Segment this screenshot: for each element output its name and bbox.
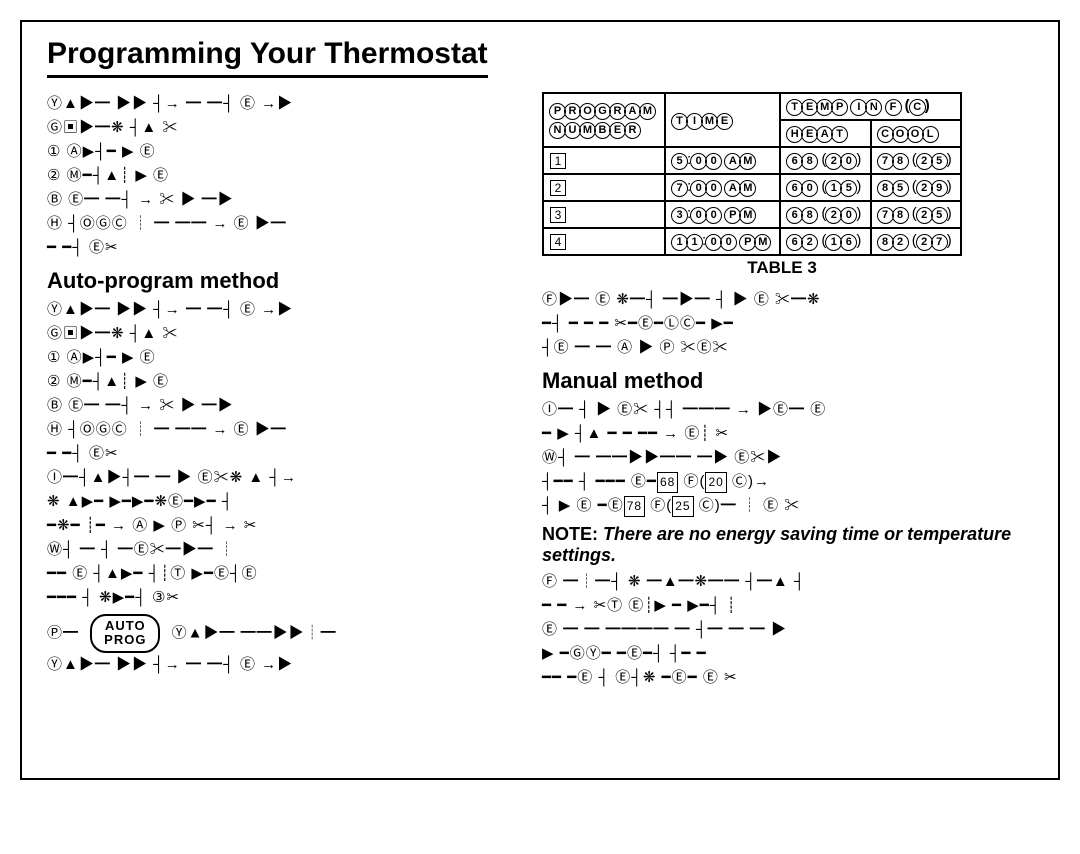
page-title: Programming Your Thermostat — [47, 37, 488, 78]
cell-cool: 78 (25) — [871, 201, 961, 228]
cell-num: 4 — [543, 228, 665, 255]
program-table: PROGRAM NUMBER TIME TEMP IN F (C) HEAT C… — [542, 92, 962, 256]
intro-text-block: Ⓨ▲▶━ ▶▶ ┤→ ━ ━┤ Ⓔ →▶Ⓖ▣▶━❋ ┤▲ ✂① Ⓐ▶┤━ ▶ Ⓔ… — [47, 92, 527, 260]
manual-body-post-note: Ⓕ ━┊━┤ ❋ ━▲━❋━━ ┤━▲ ┤━ ━ → ✂Ⓣ Ⓔ┊▶ ━ ▶━┤ … — [542, 570, 1022, 690]
cell-heat: 62 (16) — [780, 228, 870, 255]
two-column-layout: Ⓨ▲▶━ ▶▶ ┤→ ━ ━┤ Ⓔ →▶Ⓖ▣▶━❋ ┤▲ ✂① Ⓐ▶┤━ ▶ Ⓔ… — [47, 92, 1033, 690]
th-temp: TEMP IN F (C) — [780, 93, 961, 120]
cell-time: 7:00 AM — [665, 174, 780, 201]
table-caption: TABLE 3 — [542, 258, 1022, 278]
cell-time: 11:00 PM — [665, 228, 780, 255]
cell-time: 3:00 PM — [665, 201, 780, 228]
note-label: NOTE: — [542, 524, 598, 544]
table-row: 15:00 AM68 (20)78 (25) — [543, 147, 961, 174]
cell-num: 2 — [543, 174, 665, 201]
manual-method-heading: Manual method — [542, 368, 1022, 394]
cell-cool: 82 (27) — [871, 228, 961, 255]
left-column: Ⓨ▲▶━ ▶▶ ┤→ ━ ━┤ Ⓔ →▶Ⓖ▣▶━❋ ┤▲ ✂① Ⓐ▶┤━ ▶ Ⓔ… — [47, 92, 527, 690]
table-header-row-1: PROGRAM NUMBER TIME TEMP IN F (C) — [543, 93, 961, 120]
note-line: NOTE: There are no energy saving time or… — [542, 524, 1022, 566]
auto-program-heading: Auto-program method — [47, 268, 527, 294]
auto-program-tail: Ⓨ▲▶━ ▶▶ ┤→ ━ ━┤ Ⓔ →▶ — [47, 653, 527, 677]
table-row: 411:00 PM62 (16)82 (27) — [543, 228, 961, 255]
cell-num: 1 — [543, 147, 665, 174]
cell-heat: 60 (15) — [780, 174, 870, 201]
cell-cool: 78 (25) — [871, 147, 961, 174]
manual-body-pre-note: Ⓘ━ ┤ ▶ Ⓔ✂ ┤┤ ━━━ → ▶Ⓔ━ Ⓔ━ ▶ ┤▲ ━ ━ ━━ → … — [542, 398, 1022, 518]
note-text: There are no energy saving time or tempe… — [542, 524, 1011, 565]
auto-prog-button-line: Ⓟ━ AUTO PROG Ⓨ▲▶━ ━━▶▶┊━ — [47, 614, 527, 653]
th-time: TIME — [665, 93, 780, 147]
th-cool: COOL — [871, 120, 961, 147]
table-row: 33:00 PM68 (20)78 (25) — [543, 201, 961, 228]
cell-cool: 85 (29) — [871, 174, 961, 201]
th-heat: HEAT — [780, 120, 870, 147]
cell-time: 5:00 AM — [665, 147, 780, 174]
button-line2: PROG — [104, 632, 146, 647]
auto-prog-button[interactable]: AUTO PROG — [90, 614, 160, 653]
table-row: 27:00 AM60 (15)85 (29) — [543, 174, 961, 201]
cell-heat: 68 (20) — [780, 147, 870, 174]
cell-heat: 68 (20) — [780, 201, 870, 228]
post-table-body: Ⓕ▶━ Ⓔ ❋━┤ ━▶━ ┤ ▶ Ⓔ ✂━❋━┤ ━ ━ ━ ✂━Ⓔ━ⓁⒸ━ … — [542, 288, 1022, 360]
document-page: Programming Your Thermostat Ⓨ▲▶━ ▶▶ ┤→ ━… — [20, 20, 1060, 780]
right-column: PROGRAM NUMBER TIME TEMP IN F (C) HEAT C… — [542, 92, 1022, 690]
auto-program-body: Ⓨ▲▶━ ▶▶ ┤→ ━ ━┤ Ⓔ →▶Ⓖ▣▶━❋ ┤▲ ✂① Ⓐ▶┤━ ▶ Ⓔ… — [47, 298, 527, 610]
cell-num: 3 — [543, 201, 665, 228]
th-program-number: PROGRAM NUMBER — [543, 93, 665, 147]
button-line1: AUTO — [105, 618, 146, 633]
